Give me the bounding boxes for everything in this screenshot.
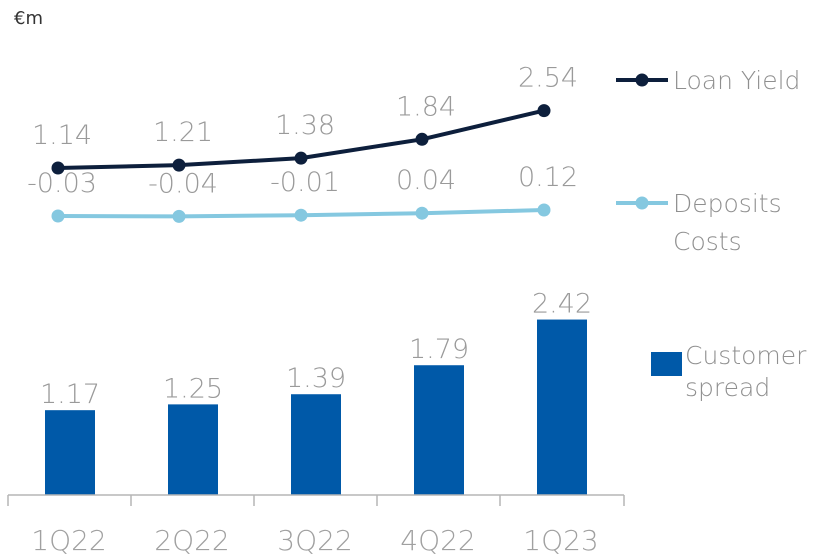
bar-1q23 — [537, 319, 587, 495]
legend-deposits-costs-marker — [635, 196, 649, 210]
bar-series: 1.17 1.25 1.39 1.79 2.42 — [40, 289, 592, 495]
bar-1q22 — [45, 410, 95, 495]
loan-yield-point — [294, 151, 308, 165]
x-tick-label: 3Q22 — [277, 524, 352, 556]
loan-yield-data-label: 2.54 — [518, 63, 578, 94]
x-tick-label: 4Q22 — [400, 524, 475, 556]
deposits-costs-data-label: 0.12 — [518, 162, 578, 193]
legend-customer-spread-label: Customer — [685, 341, 807, 370]
line-series: 1.14 1.21 1.38 1.84 2.54 -0.03 -0.04 -0.01 0.04 0… — [27, 63, 578, 223]
deposits-costs-point — [294, 208, 308, 222]
deposits-costs-point — [415, 206, 429, 220]
bar-data-label: 1.39 — [286, 363, 346, 394]
x-axis: 1Q22 2Q22 3Q22 4Q22 1Q23 — [7, 494, 625, 556]
deposits-costs-point — [172, 209, 186, 223]
legend: Loan Yield Deposits Costs Customer spread — [616, 66, 807, 402]
legend-loan-yield-marker — [635, 73, 649, 87]
bar-data-label: 1.79 — [409, 334, 469, 365]
legend-customer-spread-swatch — [651, 352, 682, 376]
deposits-costs-data-label: -0.01 — [270, 167, 340, 198]
loan-yield-point — [51, 161, 65, 175]
x-tick-label: 1Q22 — [31, 524, 106, 556]
x-tick-label: 2Q22 — [154, 524, 229, 556]
deposits-costs-point — [51, 209, 65, 223]
loan-yield-data-label: 1.21 — [153, 117, 213, 148]
loan-yield-data-label: 1.14 — [32, 120, 92, 151]
deposits-costs-data-label: -0.04 — [148, 168, 218, 199]
loan-yield-data-label: 1.84 — [396, 91, 456, 122]
deposits-costs-data-label: 0.04 — [396, 165, 456, 196]
legend-deposits-costs-label: Deposits — [673, 189, 782, 218]
loan-yield-point — [537, 104, 551, 118]
legend-loan-yield-label: Loan Yield — [673, 66, 800, 95]
x-tick-label: 1Q23 — [523, 524, 598, 556]
bar-2q22 — [168, 404, 218, 495]
bar-3q22 — [291, 394, 341, 495]
unit-label: €m — [14, 8, 43, 29]
bar-data-label: 2.42 — [532, 289, 592, 320]
legend-deposits-costs-label: Costs — [673, 227, 742, 256]
deposits-costs-data-label: -0.03 — [27, 168, 97, 199]
legend-customer-spread-label: spread — [685, 373, 770, 402]
loan-yield-data-label: 1.38 — [275, 110, 335, 141]
bar-4q22 — [414, 365, 464, 495]
bar-data-label: 1.17 — [40, 379, 100, 410]
deposits-costs-point — [537, 203, 551, 217]
bar-data-label: 1.25 — [163, 373, 223, 404]
loan-yield-point — [172, 158, 186, 172]
loan-yield-point — [415, 132, 429, 146]
